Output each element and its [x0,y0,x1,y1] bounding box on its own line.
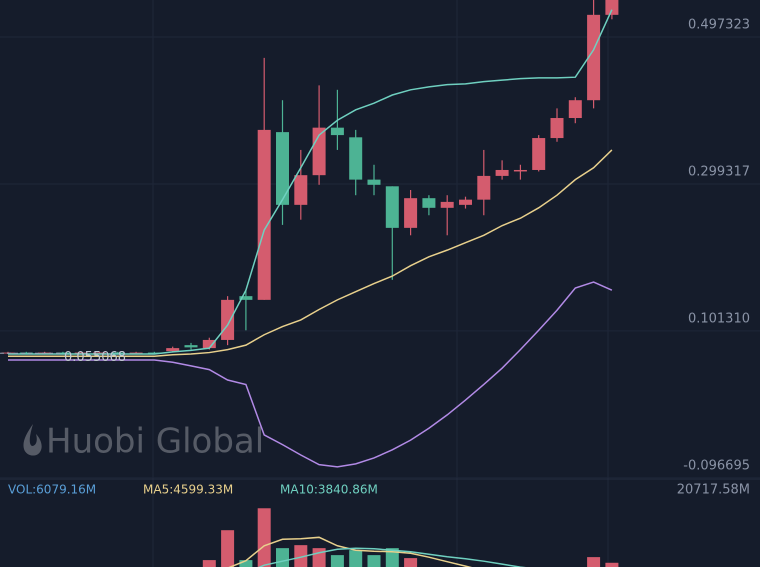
volume-bar [587,557,601,567]
candle-body [513,169,527,172]
candle-body [550,118,564,139]
indicator-line [8,149,613,358]
y-tick-label: 20717.58M [677,483,750,498]
candle-body [422,198,436,208]
candle-body [495,169,509,176]
volume-bar [221,530,235,567]
volume-bar [385,548,399,567]
candle-body [440,201,454,208]
volume-bar [294,545,308,567]
candle-body [111,352,125,354]
candle-body [221,299,235,340]
candle-body [129,352,143,354]
ma10-label: MA10:3840.86M [280,483,378,497]
candle-body [257,129,271,300]
price-line-label: 0.055068 [64,350,126,365]
indicator-line [228,536,473,567]
y-tick-label: 0.299317 [688,164,750,179]
volume-bar [276,548,289,567]
candle-body [459,199,472,205]
candle-body [93,352,106,354]
candle-body [19,352,33,354]
candle-body [330,127,344,136]
candle-body [349,137,363,180]
watermark-text: Huobi Global [46,422,264,462]
candle-body [276,132,289,205]
y-tick-label: -0.096695 [683,458,750,473]
volume-title: VOL:6079.16M [8,483,96,497]
candle-body [166,348,180,352]
indicator-line [8,281,613,468]
candle-body [605,0,619,15]
volume-bar [367,555,381,567]
candle-body [404,198,418,228]
candle-body [202,339,216,349]
candle-body [184,345,198,348]
ma5-label: MA5:4599.33M [143,483,233,497]
volume-bar [239,560,253,567]
indicator-line [258,547,526,567]
candle-body [367,179,381,185]
watermark: Huobi Global [23,422,264,462]
candle-body [56,352,70,354]
candle-body [568,100,582,119]
candle-body [294,175,308,205]
candle-body [587,14,601,101]
volume-bar [330,555,344,567]
candle-body [532,138,546,170]
logo [23,424,42,456]
indicator-line [8,9,613,355]
volume-bar [605,562,619,567]
candle-body [147,352,161,354]
candle-body [74,352,88,354]
volume-bar [257,508,271,567]
volume-bar [404,558,418,567]
volume-bar [312,548,326,567]
candle-body [477,175,491,200]
volume-bar [349,550,363,567]
candle-body [239,296,253,300]
candle-body [385,186,399,228]
volume-bar [202,560,216,567]
labels: VOL:6079.16M MA5:4599.33M MA10:3840.86M [8,483,378,497]
main-panel [0,0,760,478]
volume-panel [202,508,619,567]
y-tick-label: 0.497323 [688,17,750,32]
y-tick-label: 0.101310 [688,311,750,326]
